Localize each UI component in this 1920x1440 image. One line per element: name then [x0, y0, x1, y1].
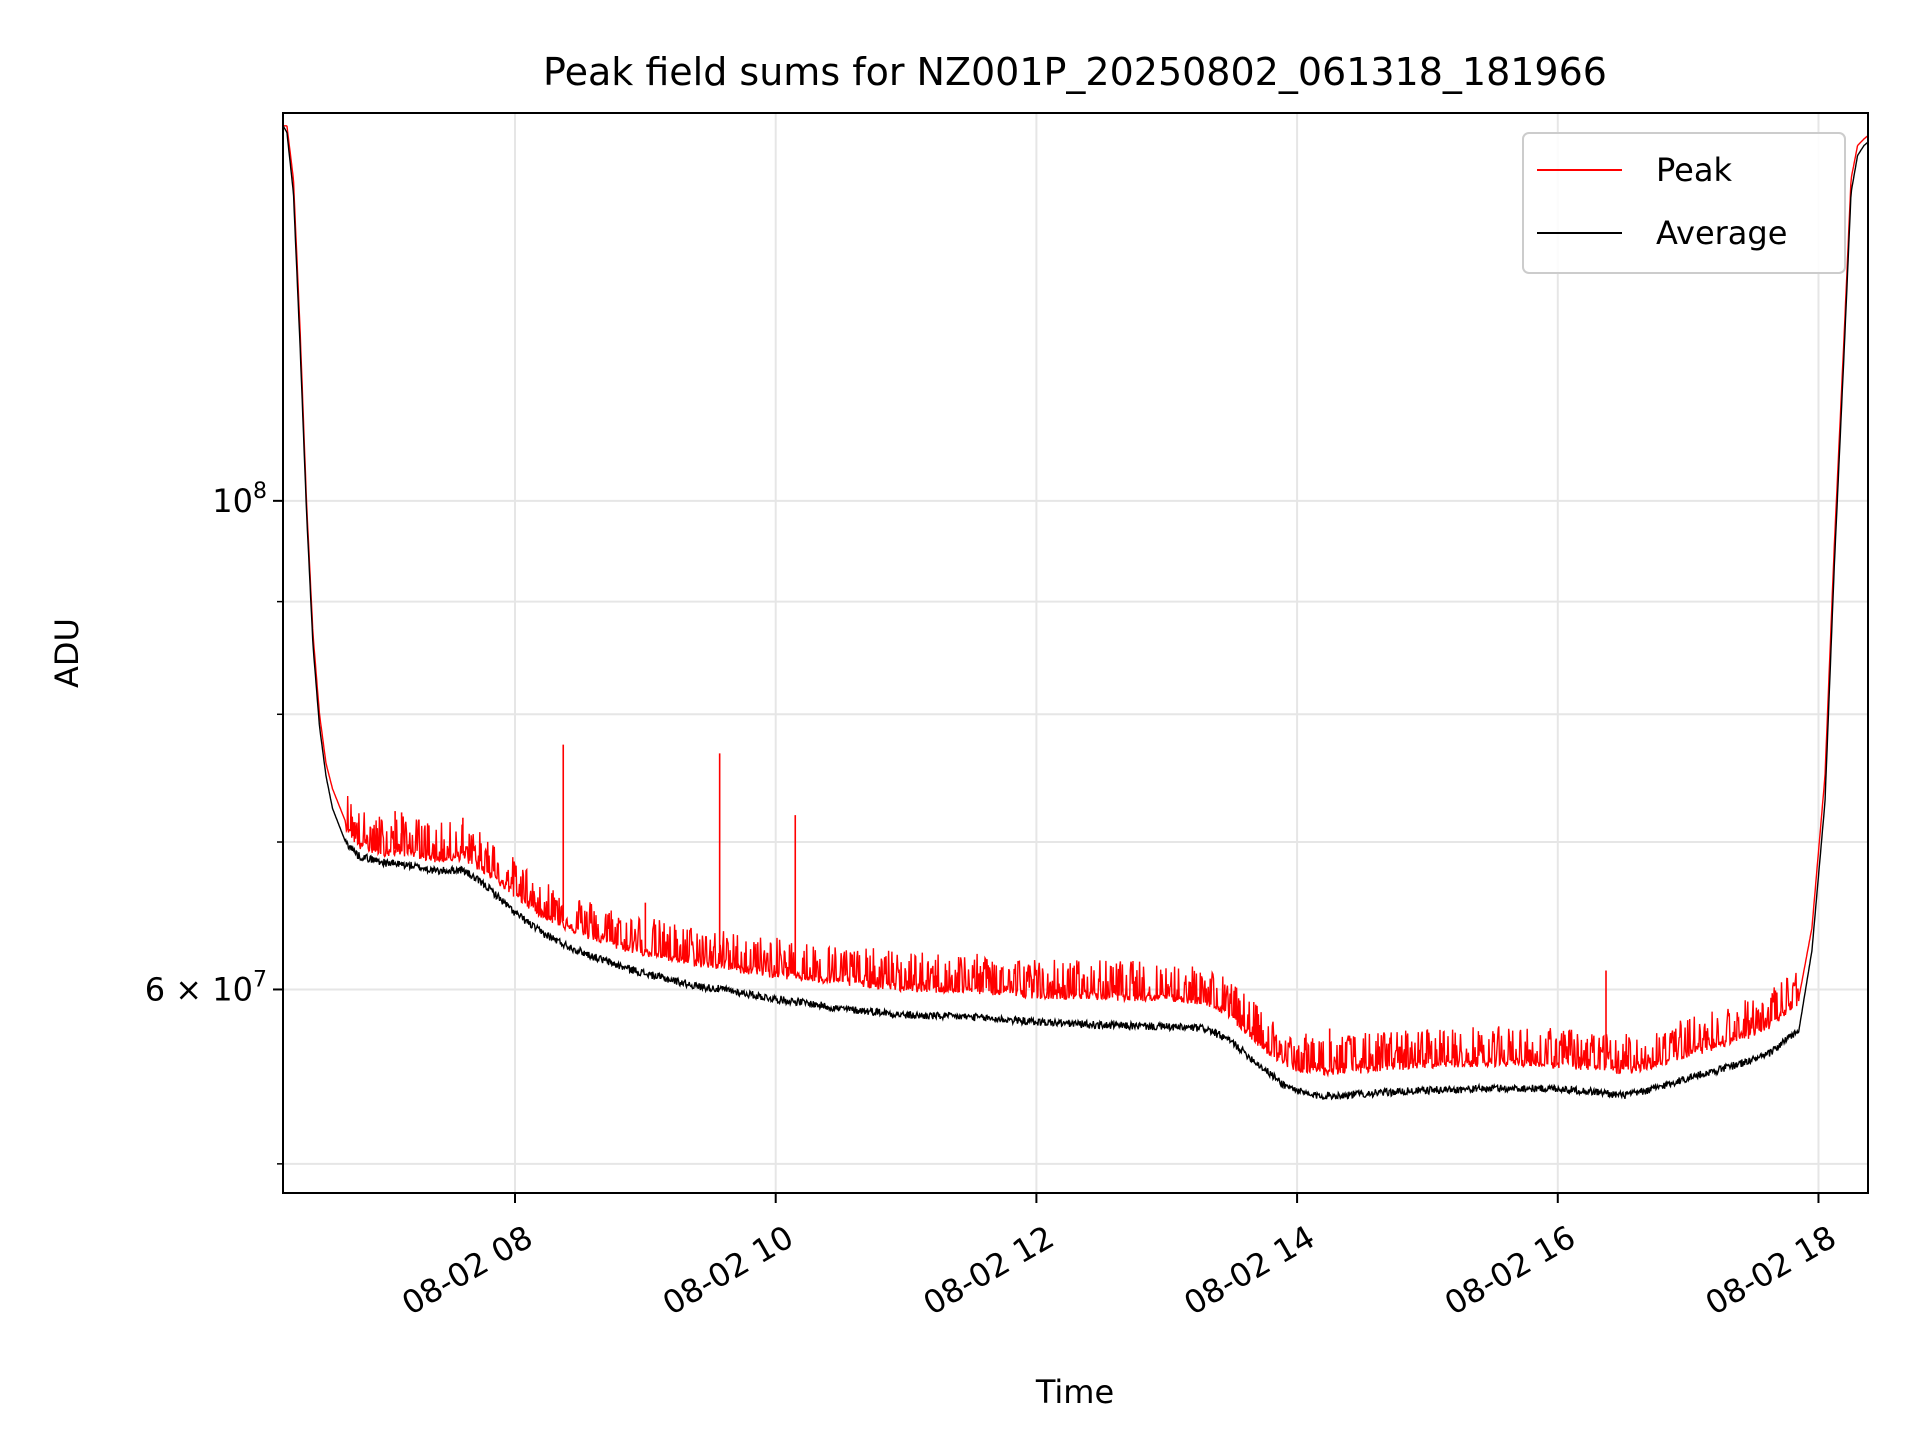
legend-frame — [1522, 132, 1846, 274]
y-axis-label: ADU — [48, 618, 86, 688]
x-axis-label: Time — [1035, 1373, 1114, 1411]
series-average-line — [283, 125, 1868, 1101]
grid — [283, 113, 1868, 1193]
y-tick-label: 108 — [212, 479, 267, 520]
chart-title: Peak field sums for NZ001P_20250802_0613… — [543, 50, 1607, 94]
y-axis-ticks: 108 6 × 107 — [145, 479, 283, 1165]
series-peak-line — [283, 125, 1868, 1078]
plot-frame — [282, 112, 1869, 1194]
y-tick-label: 6 × 107 — [145, 967, 267, 1008]
legend-label-average: Average — [1656, 214, 1787, 252]
legend-label-peak: Peak — [1656, 151, 1732, 189]
series-layer — [283, 125, 1868, 1101]
legend: Peak Average — [1522, 132, 1846, 274]
